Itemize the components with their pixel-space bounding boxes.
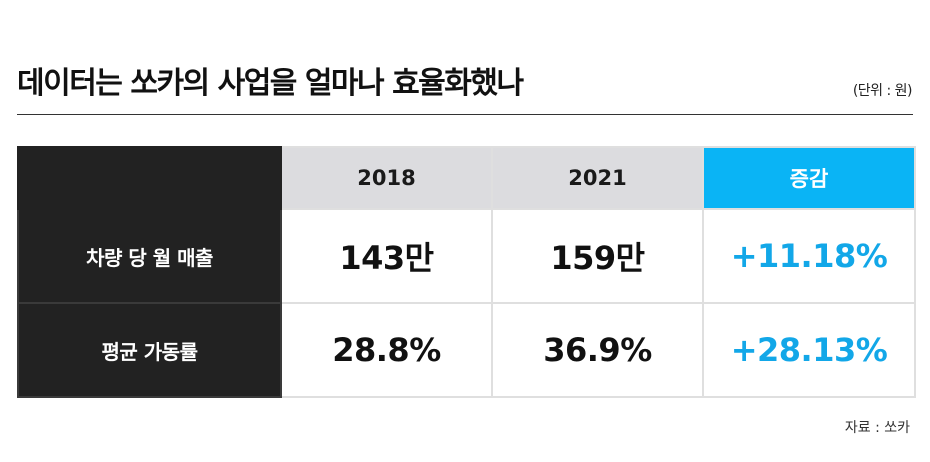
table-row: 차량 당 월 매출 143만 159만 +11.18%: [17, 208, 916, 304]
value-monthly-revenue-change: +11.18%: [702, 208, 916, 304]
comparison-table: 2018 2021 증감 차량 당 월 매출 143만 159만 +11.18%…: [17, 146, 916, 398]
unit-note: (단위 : 원): [852, 83, 913, 99]
table-row: 평균 가동률 28.8% 36.9% +28.13%: [17, 302, 916, 398]
value-utilization-2021: 36.9%: [491, 302, 704, 398]
row-label-monthly-revenue: 차량 당 월 매출: [17, 208, 282, 304]
column-header-change: 증감: [702, 146, 916, 210]
value-monthly-revenue-2018: 143만: [280, 208, 493, 304]
table-header-row: 2018 2021 증감: [17, 146, 916, 210]
column-header-2021: 2021: [491, 146, 704, 210]
value-utilization-change: +28.13%: [702, 302, 916, 398]
title-divider: [17, 114, 913, 115]
source-note: 자료 : 쏘카: [844, 420, 910, 436]
table-corner-cell: [17, 146, 282, 210]
value-utilization-2018: 28.8%: [280, 302, 493, 398]
chart-title: 데이터는 쏘카의 사업을 얼마나 효율화했나: [17, 66, 524, 101]
row-label-utilization: 평균 가동률: [17, 302, 282, 398]
value-monthly-revenue-2021: 159만: [491, 208, 704, 304]
column-header-2018: 2018: [280, 146, 493, 210]
